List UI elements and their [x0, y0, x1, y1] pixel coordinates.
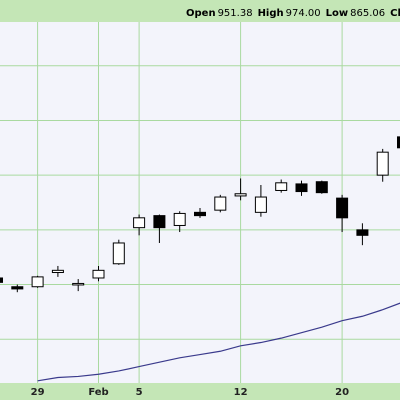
candle-body [356, 229, 369, 236]
candle-body [0, 277, 3, 283]
candle-body [295, 183, 308, 193]
plot-area [0, 22, 400, 383]
readout-label: Open [186, 8, 216, 19]
candle-body [376, 151, 389, 176]
candle-body [275, 182, 288, 191]
x-tick-label: 20 [335, 387, 349, 398]
x-tick-label: 29 [31, 387, 45, 398]
candle-body [31, 276, 44, 288]
candle-body [112, 242, 125, 265]
date-strip [0, 383, 400, 400]
moving-average [37, 302, 400, 382]
readout-label: Close [390, 8, 400, 19]
candle-body [214, 196, 227, 211]
x-tick-label: Feb [88, 387, 108, 398]
candle-body [194, 211, 206, 217]
candle-body [315, 181, 328, 194]
readout-label: Low [326, 8, 348, 19]
candle-body [72, 282, 85, 286]
candle-body [336, 197, 349, 219]
candle-body [153, 215, 166, 229]
marks [0, 136, 400, 382]
candle-body [234, 193, 247, 197]
candle-body [173, 212, 186, 226]
grid [0, 22, 400, 383]
candle-body [11, 286, 24, 290]
x-tick-label: 5 [136, 387, 143, 398]
candle-body [51, 269, 64, 274]
candle-body [133, 217, 146, 229]
x-tick-label: 12 [234, 387, 248, 398]
readout-label: High [258, 8, 284, 19]
header-strip [0, 0, 400, 22]
candle-body [254, 196, 267, 213]
candle-body [397, 136, 400, 149]
candle-body [92, 269, 105, 279]
readout-value: 865.06 [350, 8, 385, 19]
readout-value: 974.00 [286, 8, 321, 19]
readout-value: 951.38 [218, 8, 253, 19]
